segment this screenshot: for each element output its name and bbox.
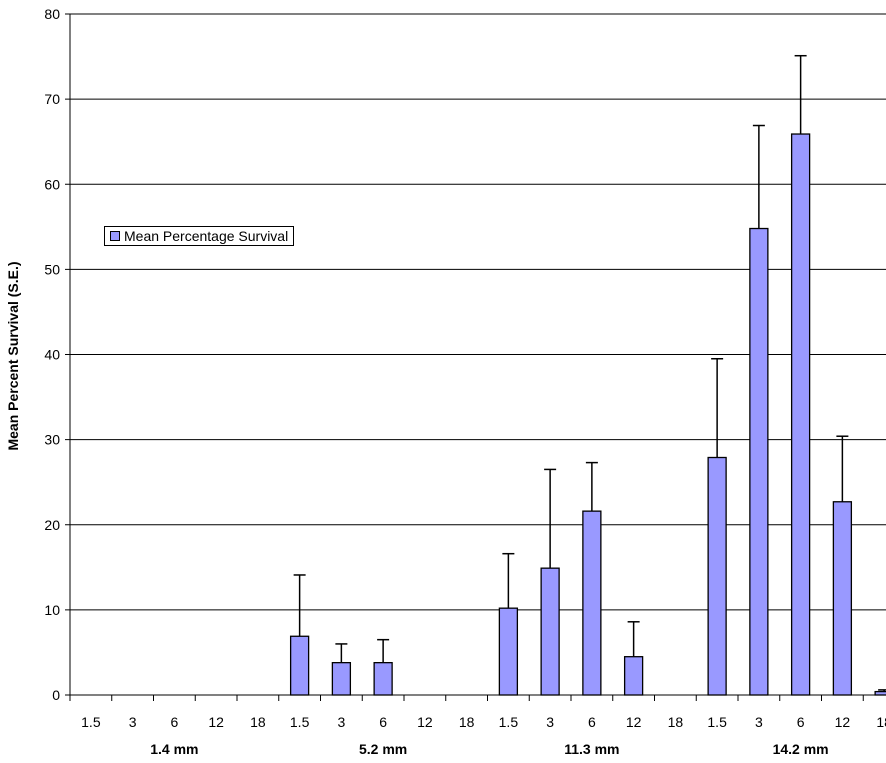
y-tick-label: 20 (44, 517, 60, 533)
bar (832, 501, 853, 696)
bars (289, 133, 886, 696)
bar (749, 227, 769, 696)
error-bars (293, 54, 886, 692)
group-label: 5.2 mm (359, 741, 407, 757)
x-tick-label: 12 (626, 714, 642, 730)
y-tick-label: 0 (52, 687, 60, 703)
x-tick-label: 1.5 (499, 714, 519, 730)
legend: Mean Percentage Survival (104, 226, 295, 246)
axes (69, 14, 886, 696)
bar (289, 635, 310, 696)
y-tick-label: 60 (44, 176, 60, 192)
group-labels: 1.4 mm 5.2 mm 11.3 mm 14.2 mm (150, 741, 828, 757)
bar (373, 662, 393, 696)
x-tick-label: 1.5 (290, 714, 310, 730)
group-label: 1.4 mm (150, 741, 198, 757)
y-tick-label: 50 (44, 261, 60, 277)
x-tick-label: 18 (459, 714, 475, 730)
x-tick-label: 12 (417, 714, 433, 730)
y-tick-label: 30 (44, 432, 60, 448)
y-axis-ticks: 0 10 20 30 40 50 60 70 80 (44, 6, 70, 703)
bar (540, 567, 560, 696)
x-tick-label: 1.5 (81, 714, 101, 730)
x-tick-label: 6 (379, 714, 387, 730)
x-tick-label: 12 (835, 714, 851, 730)
group-label: 14.2 mm (773, 741, 829, 757)
gridlines (70, 13, 886, 611)
x-tick-label: 3 (546, 714, 554, 730)
bar (331, 662, 352, 696)
bar (623, 656, 644, 696)
y-tick-label: 40 (44, 347, 60, 363)
x-tick-label: 6 (797, 714, 805, 730)
x-tick-label: 18 (668, 714, 684, 730)
bar (498, 607, 519, 696)
x-tick-label: 18 (250, 714, 266, 730)
x-tick-label: 12 (208, 714, 224, 730)
x-axis-ticks: 1.5 3 6 12 18 1.5 3 6 12 18 1.5 3 6 12 18 1.5 3 6 12 18 (69, 695, 886, 730)
x-tick-label: 3 (129, 714, 137, 730)
x-tick-label: 3 (755, 714, 763, 730)
legend-swatch (110, 231, 120, 241)
y-tick-label: 10 (44, 602, 60, 618)
y-tick-label: 80 (44, 6, 60, 22)
bar (790, 133, 811, 696)
x-tick-label: 6 (588, 714, 596, 730)
x-tick-label: 3 (337, 714, 345, 730)
bar (582, 510, 602, 696)
y-tick-label: 70 (44, 91, 60, 107)
x-tick-label: 18 (876, 714, 886, 730)
bar (707, 456, 727, 696)
y-axis-label: Mean Percent Survival (S.E.) (5, 261, 21, 450)
x-tick-label: 6 (170, 714, 178, 730)
group-label: 11.3 mm (564, 741, 619, 757)
x-tick-label: 1.5 (707, 714, 727, 730)
legend-label: Mean Percentage Survival (124, 228, 289, 244)
bar (874, 690, 886, 696)
